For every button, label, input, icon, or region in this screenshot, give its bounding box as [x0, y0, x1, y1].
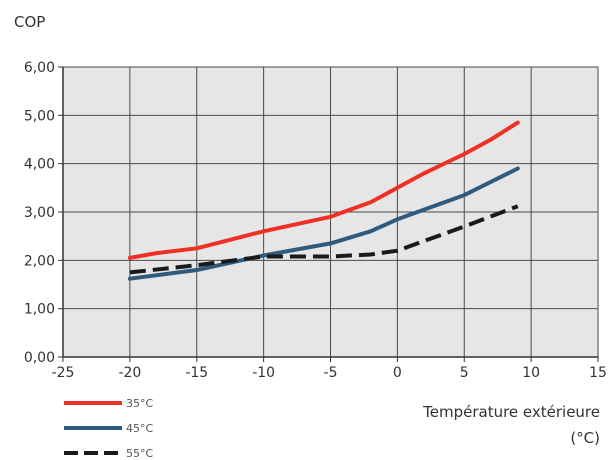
x-tick-label: -15: [185, 365, 208, 381]
x-tick-label: 5: [460, 365, 469, 381]
legend: 35°C 45°C 55°C: [64, 397, 153, 460]
x-tick-label: -25: [52, 365, 75, 381]
y-axis-title: COP: [14, 13, 45, 31]
legend-label-2: 55°C: [126, 447, 153, 460]
y-tick-label: 0,00: [24, 350, 55, 366]
y-tick-label: 4,00: [24, 157, 55, 173]
x-tick-label: -10: [252, 365, 275, 381]
y-tick-label: 1,00: [24, 302, 55, 318]
series-line-1: [127, 166, 520, 281]
series-layer: [127, 120, 520, 281]
y-tick-label: 3,00: [24, 205, 55, 221]
x-tick-label: 10: [522, 365, 540, 381]
y-tick-label: 2,00: [24, 253, 55, 269]
x-axis-title-line-1: Température extérieure: [422, 403, 600, 421]
legend-label-1: 45°C: [126, 422, 153, 435]
series-line-0: [127, 120, 520, 260]
x-tick-label: 0: [393, 365, 402, 381]
x-tick-label: -20: [118, 365, 141, 381]
x-axis-title-line-2: (°C): [570, 429, 600, 447]
x-tick-label: -5: [324, 365, 338, 381]
axes: -25 -20 -15 -10 -5 0 5 10 15 0,00 1,00 2,00 3,00 4,00…: [24, 60, 607, 381]
y-tick-label: 6,00: [24, 60, 55, 76]
legend-label-0: 35°C: [126, 397, 153, 410]
x-tick-label: 15: [589, 365, 607, 381]
series-line-2: [129, 204, 519, 275]
y-tick-label: 5,00: [24, 108, 55, 124]
